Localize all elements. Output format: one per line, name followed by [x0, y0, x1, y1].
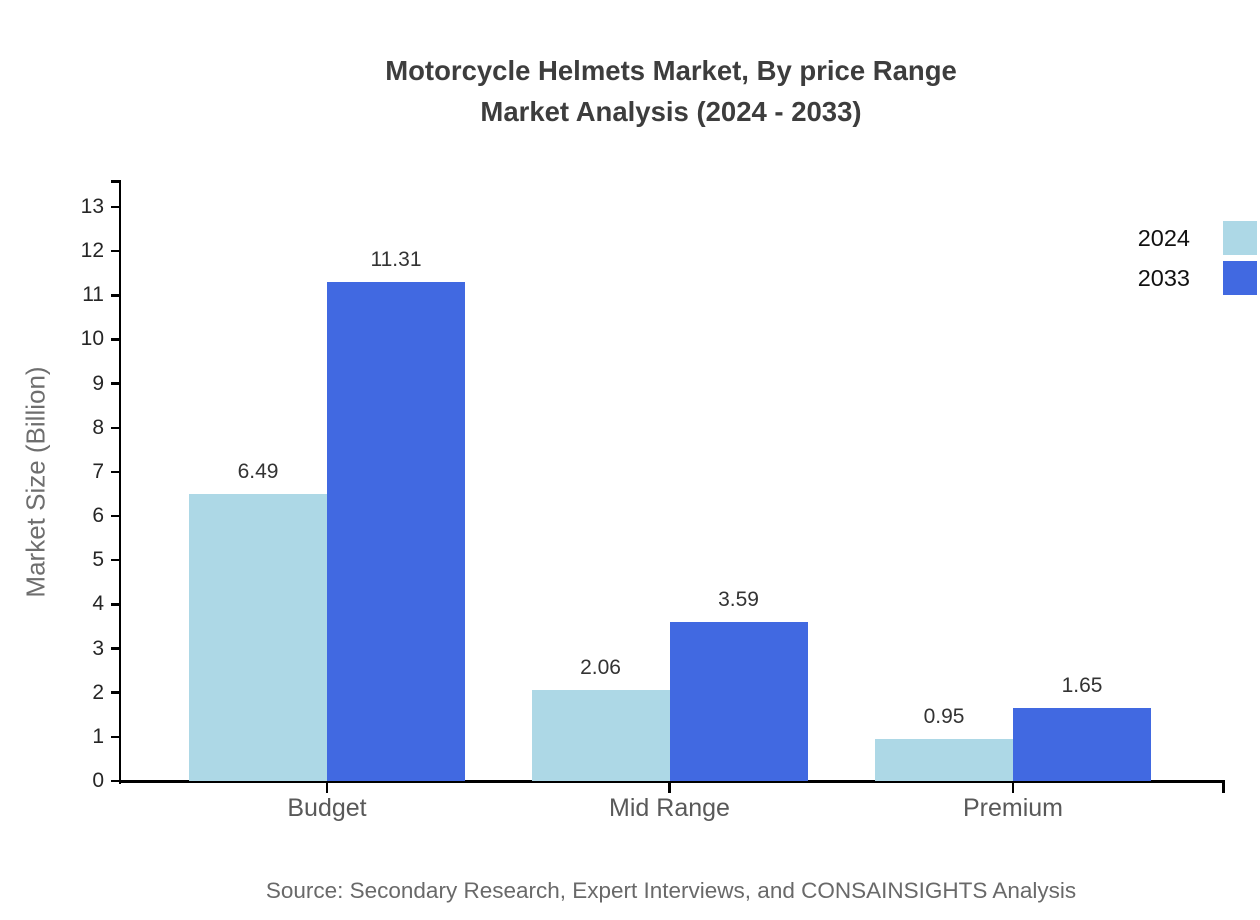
legend-swatch-2033 — [1223, 261, 1257, 295]
y-axis-line — [118, 180, 121, 784]
y-axis-end-tick — [110, 180, 119, 183]
y-tick-label: 6 — [92, 504, 104, 528]
y-tick-mark — [110, 735, 119, 739]
bar-2033-mid-range — [669, 622, 808, 781]
x-category-label: Premium — [962, 794, 1063, 822]
legend-label-2033: 2033 — [1137, 265, 1190, 291]
y-tick-label: 5 — [92, 548, 104, 572]
y-tick-mark — [110, 647, 119, 650]
y-tick-mark — [110, 779, 119, 783]
y-tick-label: 2 — [92, 680, 104, 704]
y-tick-mark — [110, 249, 119, 253]
bar-2033-budget — [327, 281, 465, 781]
y-tick-label: 13 — [80, 194, 104, 218]
x-category-label: Mid Range — [609, 794, 730, 822]
y-tick-mark — [110, 603, 119, 606]
bar-2033-premium — [1013, 708, 1151, 781]
legend-label-2024: 2024 — [1137, 225, 1190, 251]
y-tick-mark — [110, 426, 119, 430]
x-axis-line — [118, 780, 1225, 783]
y-tick-mark — [110, 514, 119, 518]
y-tick-label: 9 — [92, 371, 104, 395]
bar-2024-premium — [875, 739, 1013, 781]
bar-value-label: 3.59 — [718, 588, 759, 612]
y-tick-mark — [110, 294, 119, 297]
chart-title-line1: Motorcycle Helmets Market, By price Rang… — [385, 55, 957, 86]
y-tick-label: 7 — [92, 459, 104, 483]
y-tick-mark — [110, 470, 119, 474]
bar-value-label: 0.95 — [923, 705, 965, 729]
y-tick-label: 12 — [80, 239, 104, 263]
legend-swatch-2024 — [1223, 221, 1257, 255]
y-tick-label: 11 — [82, 283, 104, 307]
y-tick-label: 10 — [80, 327, 104, 351]
chart-title: Motorcycle Helmets Market, By price Rang… — [120, 50, 1222, 132]
bar-value-label: 6.49 — [237, 460, 279, 484]
y-tick-mark — [110, 205, 119, 209]
chart-title-line2: Market Analysis (2024 - 2033) — [480, 96, 862, 127]
y-tick-label: 4 — [92, 592, 104, 616]
y-tick-label: 0 — [92, 769, 104, 792]
y-tick-mark — [110, 558, 119, 562]
y-tick-mark — [110, 338, 119, 341]
bar-value-label: 1.65 — [1061, 674, 1103, 698]
x-tick-mark — [325, 783, 329, 793]
bar-2024-mid-range — [531, 690, 670, 781]
bar-value-label: 2.06 — [580, 656, 621, 680]
x-tick-mark — [668, 783, 671, 793]
y-tick-label: 1 — [92, 724, 104, 748]
y-tick-label: 3 — [92, 636, 104, 660]
y-tick-mark — [110, 691, 119, 694]
x-tick-mark — [1011, 783, 1015, 793]
bar-2024-budget — [189, 494, 327, 781]
source-note: Source: Secondary Research, Expert Inter… — [265, 878, 1077, 903]
x-axis-end-tick — [1222, 780, 1225, 793]
y-tick-mark — [110, 382, 119, 385]
bar-value-label: 11.31 — [370, 247, 422, 271]
x-category-label: Budget — [287, 794, 367, 822]
y-tick-label: 8 — [92, 415, 104, 439]
